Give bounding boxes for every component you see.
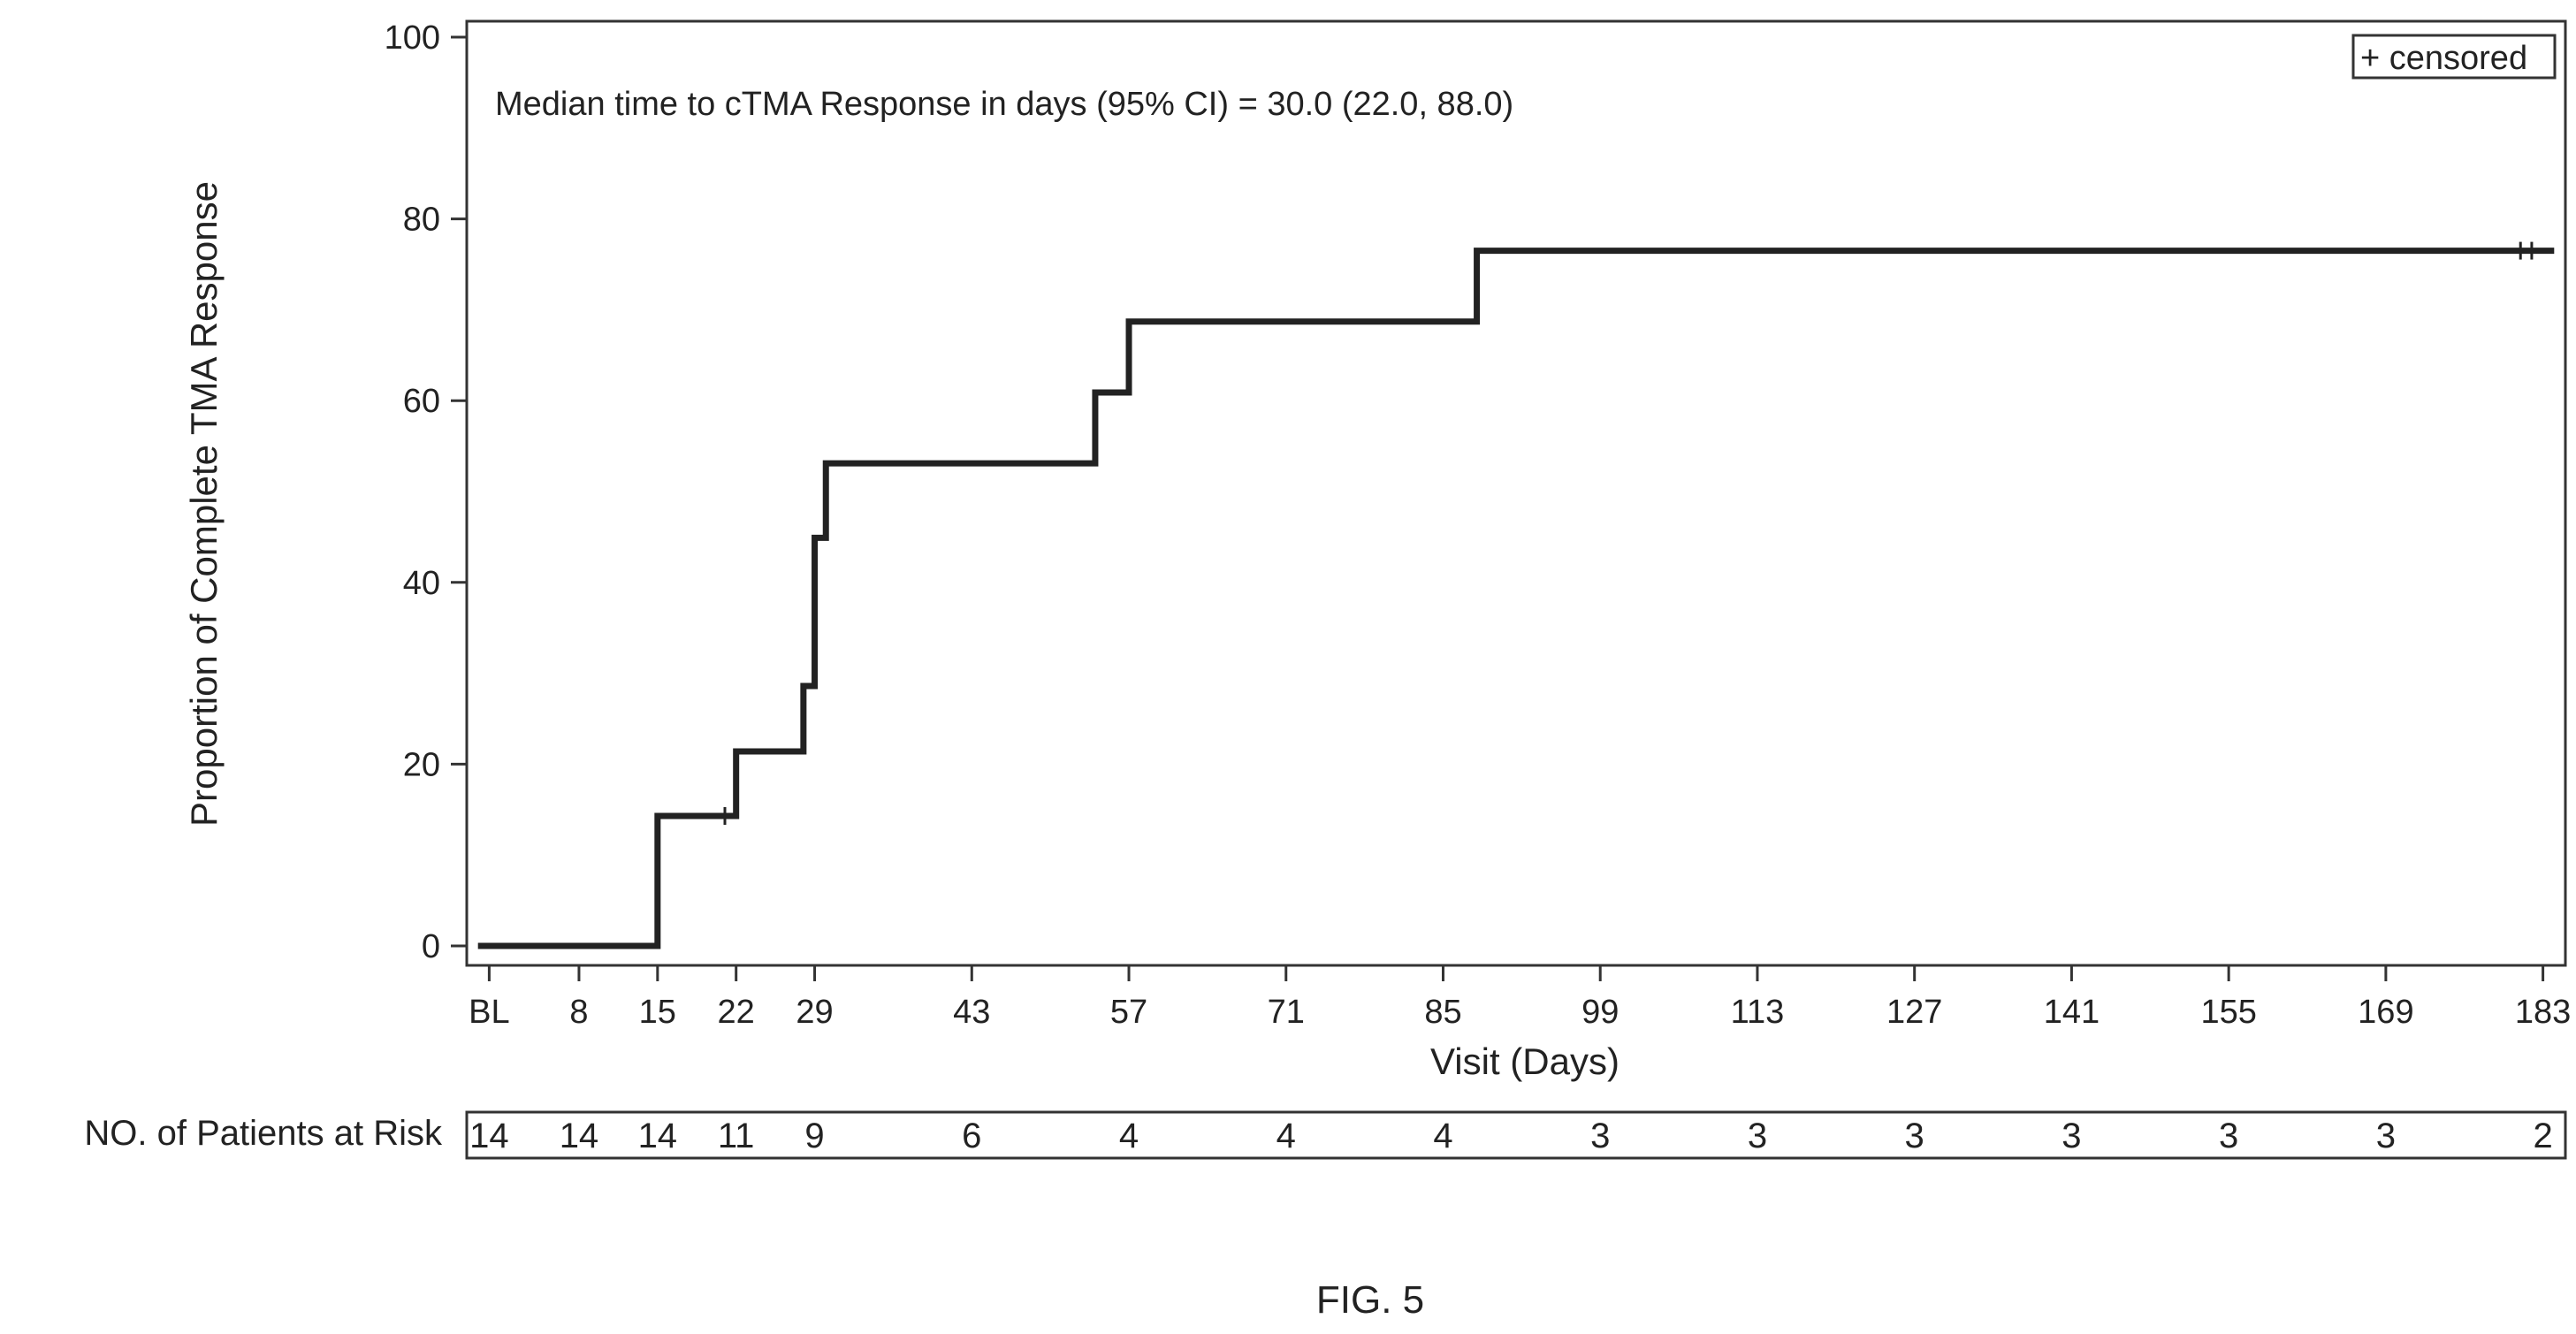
- risk-value: 9: [804, 1117, 824, 1155]
- x-tick-label: 15: [639, 994, 676, 1031]
- x-tick-label: 141: [2044, 994, 2100, 1031]
- risk-value: 4: [1119, 1117, 1139, 1155]
- legend-box: [2351, 34, 2557, 80]
- y-tick-label: 100: [385, 19, 440, 57]
- x-tick-label: 71: [1268, 994, 1305, 1031]
- km-step-line-0: [477, 248, 2555, 949]
- x-tick-label: 127: [1886, 994, 1942, 1031]
- risk-value: 14: [638, 1117, 678, 1155]
- risk-value: 4: [1433, 1117, 1452, 1155]
- x-tick-label: 113: [1731, 994, 1785, 1031]
- legend-label: + censored: [2360, 40, 2527, 77]
- risk-table-box: [465, 1110, 2567, 1160]
- risk-value: 3: [2219, 1117, 2238, 1155]
- x-tick-label: 8: [569, 994, 588, 1031]
- x-tick-label: 29: [796, 994, 833, 1031]
- marks-layer: 14 14 14 11 9 6 4 4 4 3 3 3 3 3 3 2: [469, 241, 2555, 1155]
- x-tick-label: 99: [1581, 994, 1619, 1031]
- x-tick-label: 43: [953, 994, 990, 1031]
- risk-value: 11: [718, 1117, 755, 1155]
- x-tick-label: 169: [2358, 994, 2413, 1031]
- risk-table-label: NO. of Patients at Risk: [84, 1114, 443, 1153]
- risk-value: 6: [962, 1117, 981, 1155]
- y-tick-label: 20: [403, 746, 440, 783]
- risk-value: 2: [2533, 1117, 2552, 1155]
- risk-value: 14: [469, 1117, 509, 1155]
- median-annotation: Median time to cTMA Response in days (95…: [495, 86, 1513, 123]
- x-axis-title: Visit (Days): [1430, 1041, 1620, 1082]
- risk-value: 3: [2062, 1117, 2081, 1155]
- x-tick-label: 85: [1424, 994, 1461, 1031]
- x-tick-label: BL: [469, 994, 509, 1031]
- x-tick-label: 155: [2200, 994, 2256, 1031]
- figure-caption: FIG. 5: [1316, 1278, 1424, 1322]
- x-tick-label: 57: [1110, 994, 1147, 1031]
- labels-layer: Median time to cTMA Response in days (95…: [84, 40, 2527, 1322]
- risk-value: 14: [560, 1117, 599, 1155]
- risk-value: 3: [1748, 1117, 1767, 1155]
- risk-value: 3: [1590, 1117, 1610, 1155]
- y-axis-title: Proportion of Complete TMA Response: [183, 181, 225, 827]
- x-tick-label: 183: [2515, 994, 2571, 1031]
- y-tick-label: 60: [403, 383, 440, 420]
- y-tick-label: 0: [422, 928, 440, 965]
- risk-value: 3: [2376, 1117, 2396, 1155]
- risk-value: 4: [1277, 1117, 1296, 1155]
- x-tick-label: 22: [718, 994, 755, 1031]
- y-tick-label: 80: [403, 202, 440, 239]
- risk-value: 3: [1905, 1117, 1924, 1155]
- y-tick-label: 40: [403, 565, 440, 602]
- plot-frame: [465, 19, 2567, 967]
